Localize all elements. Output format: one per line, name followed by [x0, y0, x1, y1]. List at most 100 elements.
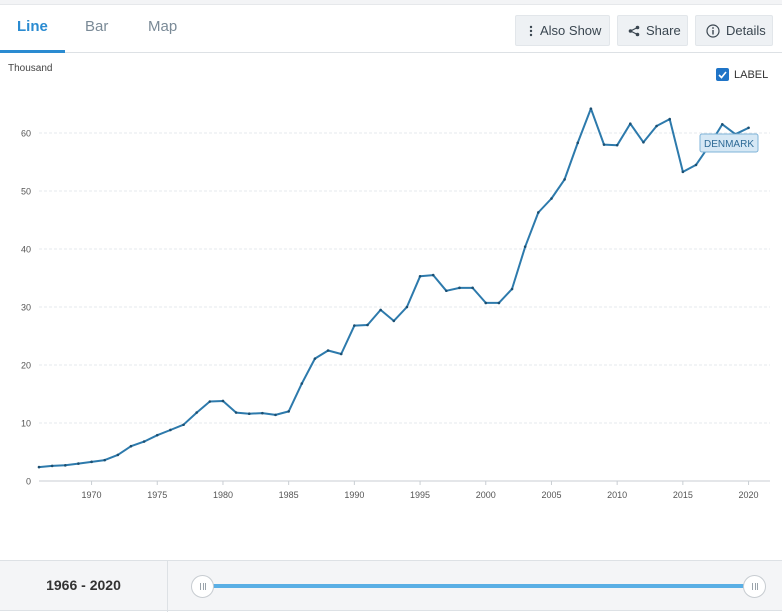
info-icon	[706, 23, 720, 38]
data-point	[366, 323, 369, 327]
data-point	[103, 458, 106, 462]
data-point	[169, 428, 172, 432]
y-tick-label: 40	[21, 245, 31, 255]
data-point	[655, 124, 658, 128]
data-point	[497, 301, 501, 305]
data-point	[353, 324, 356, 327]
also-show-button[interactable]: Also Show	[515, 15, 610, 46]
data-point	[615, 143, 619, 147]
tab-line[interactable]: Line	[17, 18, 48, 35]
x-tick-label: 2005	[541, 490, 561, 500]
y-unit-label: Thousand	[8, 63, 53, 74]
data-point	[458, 286, 461, 290]
data-point	[90, 460, 93, 464]
data-point	[471, 286, 474, 290]
grip-icon	[199, 583, 206, 590]
x-tick-label: 2010	[607, 490, 627, 500]
data-point	[313, 357, 317, 360]
range-start-handle[interactable]	[191, 575, 214, 598]
data-point	[208, 400, 212, 403]
label-toggle[interactable]: LABEL	[716, 68, 768, 81]
x-tick-label: 1975	[147, 490, 167, 500]
data-point	[234, 411, 238, 414]
x-tick-label: 2000	[476, 490, 496, 500]
data-point	[116, 453, 120, 457]
year-range-label: 1966 - 2020	[0, 561, 168, 612]
range-separator: -	[77, 577, 90, 593]
label-toggle-text: LABEL	[734, 68, 769, 81]
data-point	[129, 444, 133, 448]
x-tick-label: 2015	[673, 490, 693, 500]
data-point	[563, 178, 566, 181]
series-line-denmark	[38, 107, 750, 469]
data-point	[261, 411, 264, 415]
y-tick-label: 50	[21, 187, 31, 197]
data-point	[274, 413, 277, 417]
data-point	[550, 197, 553, 200]
data-point	[405, 305, 409, 309]
data-point	[576, 141, 580, 145]
data-point	[182, 423, 185, 427]
tab-bar-chart[interactable]: Bar	[85, 18, 109, 35]
data-point	[642, 140, 645, 144]
range-footer: 1966 - 2020	[0, 560, 782, 612]
x-tick-label: 2020	[739, 490, 759, 500]
y-tick-label: 10	[21, 419, 31, 429]
data-point	[484, 301, 488, 305]
details-button[interactable]: Details	[695, 15, 773, 46]
data-point	[418, 274, 422, 278]
checkbox-checked-icon[interactable]	[716, 68, 729, 81]
data-point	[379, 308, 382, 312]
series-label-box	[699, 133, 759, 153]
range-slider-track[interactable]	[202, 584, 755, 588]
share-button[interactable]: Share	[617, 15, 688, 46]
data-point	[445, 289, 448, 293]
y-tick-label: 60	[21, 129, 31, 139]
tab-map[interactable]: Map	[148, 18, 178, 35]
series-label-denmark: DENMARK	[704, 139, 754, 150]
data-point	[339, 352, 343, 356]
data-point	[720, 123, 724, 126]
y-tick-label: 0	[26, 477, 31, 487]
data-point	[195, 411, 198, 414]
y-tick-label: 20	[21, 361, 31, 371]
more-vertical-icon	[528, 25, 534, 37]
line-chart: 0 10 20 30 40 50 60 1970 1975 1980 1985 1990 1995 200…	[21, 107, 770, 500]
data-point	[392, 319, 396, 323]
range-end: 2020	[89, 577, 121, 593]
x-tick-label: 1990	[344, 490, 364, 500]
y-tick-label: 30	[21, 303, 31, 313]
share-icon	[628, 25, 640, 37]
data-point	[694, 163, 698, 167]
range-start: 1966	[46, 577, 78, 593]
data-point	[510, 287, 514, 291]
data-point	[63, 464, 67, 467]
data-point	[668, 117, 672, 121]
data-point	[247, 412, 251, 416]
x-tick-label: 1970	[82, 490, 102, 500]
tab-bar: Line Bar Map Also Show Share Details	[0, 5, 782, 53]
data-point	[221, 399, 225, 403]
data-point	[747, 126, 750, 130]
data-point	[681, 170, 685, 174]
x-tick-label: 1985	[279, 490, 299, 500]
data-point	[300, 382, 304, 385]
data-point	[37, 465, 41, 469]
data-point	[589, 107, 593, 110]
top-border	[0, 0, 782, 5]
data-point	[50, 464, 54, 468]
data-point	[537, 211, 540, 214]
data-point	[629, 122, 632, 126]
x-tick-label: 1980	[213, 490, 233, 500]
data-point	[155, 433, 159, 437]
data-point	[287, 410, 290, 413]
data-point	[602, 143, 606, 146]
data-point	[77, 462, 80, 465]
chart-area: Thousand LABEL 0 10 20 30 40 50 60 1970 1975 1980…	[0, 54, 782, 554]
also-show-label: Also Show	[540, 23, 602, 38]
active-tab-indicator	[0, 50, 65, 53]
range-end-handle[interactable]	[743, 575, 766, 598]
data-point	[431, 273, 435, 277]
data-point	[523, 245, 527, 248]
x-tick-label: 1995	[410, 490, 430, 500]
